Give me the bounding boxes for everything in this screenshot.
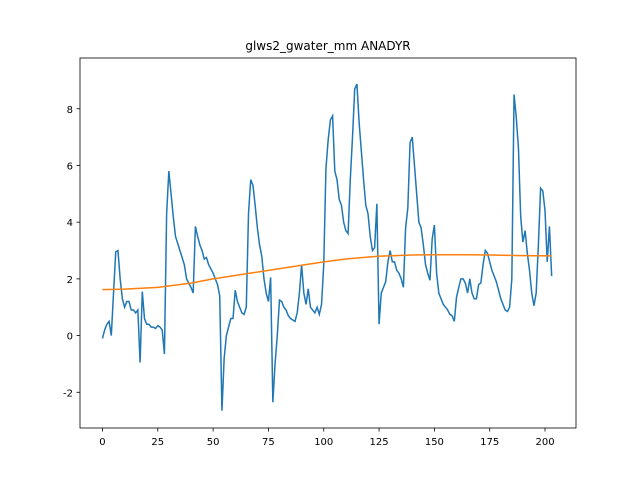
x-tick-label: 125 <box>370 437 389 448</box>
data-line <box>101 83 553 411</box>
chart-title: glws2_gwater_mm ANADYR <box>245 39 410 53</box>
y-tick-label: 8 <box>67 105 73 116</box>
x-tick-label: 0 <box>99 437 105 448</box>
y-tick-label: 6 <box>67 161 73 172</box>
data-line <box>102 254 552 291</box>
x-tick-label: 200 <box>535 437 554 448</box>
x-tick-label: 100 <box>314 437 333 448</box>
y-tick-label: 0 <box>67 332 73 343</box>
axes-frame <box>79 57 577 429</box>
x-tick-label: 50 <box>207 437 220 448</box>
y-tick-label: -2 <box>63 388 73 399</box>
x-tick-label: 25 <box>151 437 164 448</box>
y-tick-label: 2 <box>67 275 73 286</box>
x-tick-label: 150 <box>425 437 444 448</box>
x-tick-label: 175 <box>480 437 499 448</box>
x-tick-label: 75 <box>262 437 275 448</box>
y-tick-label: 4 <box>67 218 73 229</box>
